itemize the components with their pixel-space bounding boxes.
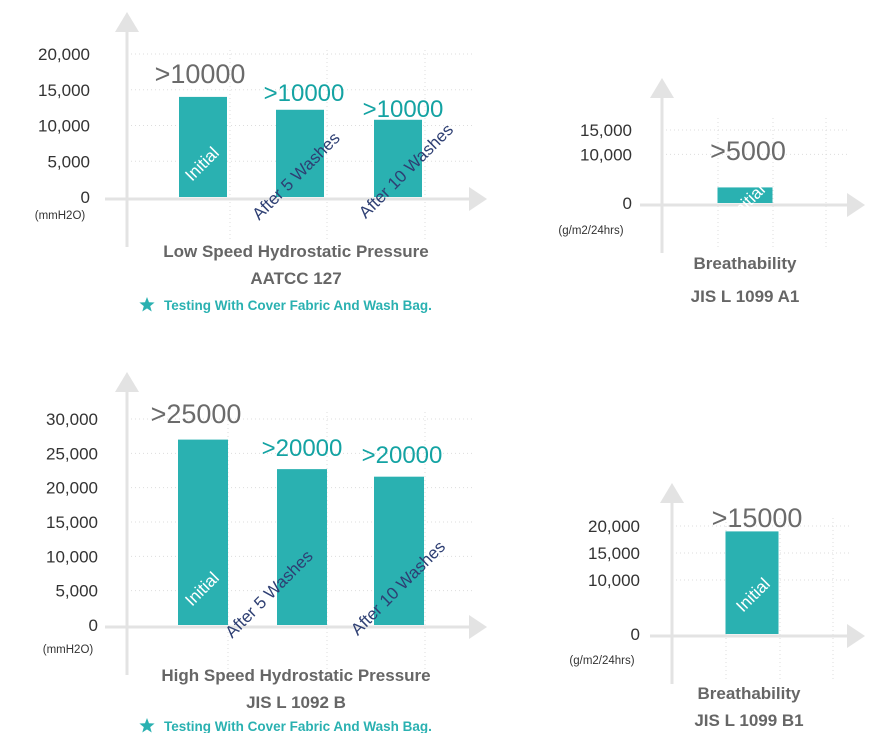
bar-3 xyxy=(374,476,424,625)
bar-1 xyxy=(725,531,779,634)
y-tick-label: 10,000 xyxy=(588,571,640,590)
data-label: >15000 xyxy=(712,503,803,533)
y-axis-unit: (mmH2O) xyxy=(35,210,86,222)
y-tick-label: 20,000 xyxy=(46,479,98,498)
bar-2 xyxy=(276,109,324,197)
bar-1 xyxy=(179,96,227,197)
bar-2 xyxy=(277,469,327,625)
y-tick-label: 15,000 xyxy=(38,81,90,100)
y-axis-arrow-icon xyxy=(650,78,674,98)
bar-1 xyxy=(178,439,228,625)
y-tick-label: 0 xyxy=(623,194,632,213)
y-tick-label: 10,000 xyxy=(580,145,632,164)
y-tick-label: 5,000 xyxy=(47,152,90,171)
y-axis-arrow-icon xyxy=(115,372,139,392)
y-axis-arrow-icon xyxy=(660,483,684,503)
star-icon xyxy=(139,718,155,733)
x-axis-arrow-icon xyxy=(469,615,487,639)
x-axis-arrow-icon xyxy=(847,624,865,648)
chart-title: Low Speed Hydrostatic Pressure xyxy=(163,242,428,261)
test-note: Testing With Cover Fabric And Wash Bag. xyxy=(164,298,432,313)
y-tick-label: 10,000 xyxy=(38,117,90,136)
y-axis-unit: (g/m2/24hrs) xyxy=(569,655,634,667)
data-label: >10000 xyxy=(363,96,444,123)
y-tick-label: 15,000 xyxy=(580,121,632,140)
chart-subtitle: JIS L 1092 B xyxy=(246,693,346,712)
y-tick-label: 0 xyxy=(89,616,98,635)
y-tick-label: 0 xyxy=(81,188,90,207)
chart-title: Breathability xyxy=(698,684,802,703)
y-tick-label: 10,000 xyxy=(46,547,98,566)
y-tick-label: 25,000 xyxy=(46,444,98,463)
data-label: >10000 xyxy=(155,59,246,89)
bar-1 xyxy=(717,187,773,203)
chart-panel-1: 20,000 15,000 10,000 5,000 0 (mmH2O) >10000 >10… xyxy=(35,12,487,313)
data-label: >10000 xyxy=(264,80,345,107)
data-label: >25000 xyxy=(151,399,242,429)
chart-subtitle: AATCC 127 xyxy=(250,269,341,288)
x-axis-arrow-icon xyxy=(847,193,865,217)
y-tick-label: 5,000 xyxy=(55,582,98,601)
y-tick-label: 20,000 xyxy=(38,45,90,64)
chart-subtitle: JIS L 1099 A1 xyxy=(691,287,800,306)
star-icon xyxy=(139,297,155,312)
y-tick-label: 15,000 xyxy=(46,513,98,532)
y-tick-label: 20,000 xyxy=(588,517,640,536)
y-tick-label: 0 xyxy=(631,625,640,644)
data-label: >5000 xyxy=(710,136,786,166)
data-label: >20000 xyxy=(262,435,343,462)
data-label: >20000 xyxy=(362,442,443,469)
y-tick-label: 30,000 xyxy=(46,410,98,429)
bar-3 xyxy=(374,119,422,197)
y-axis-unit: (mmH2O) xyxy=(43,644,94,656)
y-axis-unit: (g/m2/24hrs) xyxy=(558,225,623,237)
y-tick-label: 15,000 xyxy=(588,544,640,563)
y-axis-arrow-icon xyxy=(115,12,139,32)
chart-panel-2: 15,00010,0000(g/m2/24hrs)>5000InitialBre… xyxy=(558,78,865,306)
chart-title: Breathability xyxy=(694,254,798,273)
chart-panel-3: 30,000 25,000 20,000 15,000 10,000 5,000 0 (mmH… xyxy=(43,372,487,733)
chart-subtitle: JIS L 1099 B1 xyxy=(694,711,803,730)
chart-title: High Speed Hydrostatic Pressure xyxy=(161,666,430,685)
test-note: Testing With Cover Fabric And Wash Bag. xyxy=(164,719,432,733)
x-axis-arrow-icon xyxy=(469,187,487,211)
chart-panel-4: 20,00015,00010,0000(g/m2/24hrs)>15000Ini… xyxy=(569,483,865,730)
